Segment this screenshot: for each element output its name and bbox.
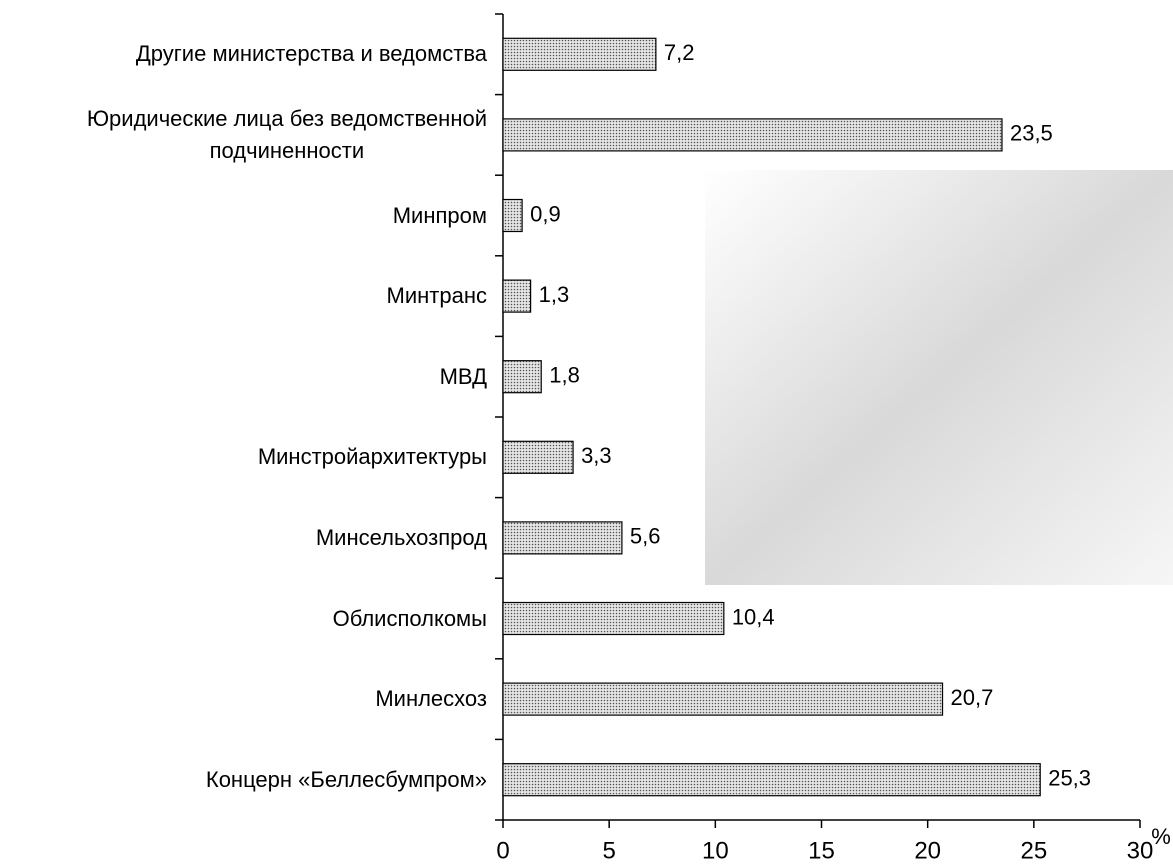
value-label: 7,2 (664, 40, 695, 65)
background-photo (705, 170, 1173, 585)
bar (503, 683, 943, 715)
bar (503, 522, 622, 554)
bar (503, 280, 531, 312)
bar (503, 764, 1040, 796)
category-label: Минсельхозпрод (316, 522, 487, 554)
bar (503, 603, 724, 635)
category-label: Минпром (393, 200, 487, 232)
category-label: МВД (440, 361, 487, 393)
bar (503, 361, 541, 393)
x-tick-label: 20 (914, 837, 941, 864)
value-label: 1,8 (549, 363, 580, 388)
bar (503, 38, 656, 70)
category-label: Облисполкомы (333, 603, 487, 635)
x-tick-label: 15 (808, 837, 835, 864)
value-label: 23,5 (1010, 121, 1053, 146)
bar (503, 441, 573, 473)
x-tick-label: 25 (1020, 837, 1047, 864)
value-label: 5,6 (630, 524, 661, 549)
category-label: Другие министерства и ведомства (136, 38, 487, 70)
value-label: 3,3 (581, 443, 612, 468)
value-label: 1,3 (539, 282, 570, 307)
page: % 0 5 10 15 20 25 30 7,2 23,5 0,9 1,3 1,8 3,3 5,6 10,4… (0, 0, 1173, 864)
x-unit-label: % (1151, 824, 1171, 849)
category-label: Минлесхоз (375, 683, 487, 715)
x-tick-label: 5 (602, 837, 615, 864)
category-label: Концерн «Беллесбумпром» (206, 764, 487, 796)
bar (503, 200, 522, 232)
value-label: 10,4 (732, 604, 775, 629)
x-tick-label: 0 (496, 837, 509, 864)
value-label: 20,7 (951, 685, 994, 710)
bar (503, 119, 1002, 151)
category-label: Юридические лица без ведомственной подчи… (87, 103, 487, 167)
value-label: 0,9 (530, 201, 561, 226)
x-tick-label: 10 (702, 837, 729, 864)
category-label: Минтранс (387, 280, 487, 312)
x-tick-label: 30 (1127, 837, 1154, 864)
category-label: Минстройархитектуры (258, 441, 487, 473)
value-label: 25,3 (1048, 766, 1091, 791)
